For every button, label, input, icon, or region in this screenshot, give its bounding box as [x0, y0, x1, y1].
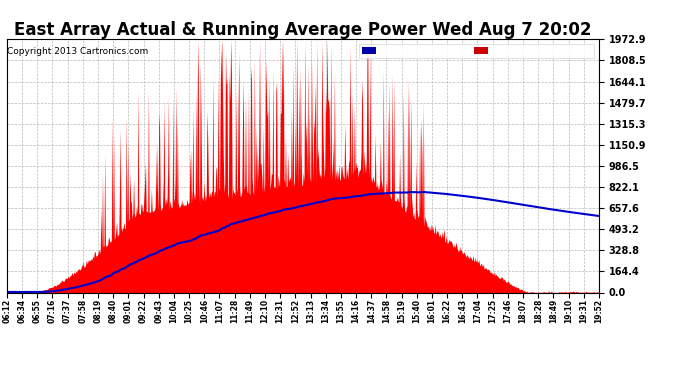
- Title: East Array Actual & Running Average Power Wed Aug 7 20:02: East Array Actual & Running Average Powe…: [14, 21, 591, 39]
- Legend: Average  (DC Watts), East Array  (DC Watts): Average (DC Watts), East Array (DC Watts…: [359, 44, 594, 58]
- Text: Copyright 2013 Cartronics.com: Copyright 2013 Cartronics.com: [8, 47, 149, 56]
